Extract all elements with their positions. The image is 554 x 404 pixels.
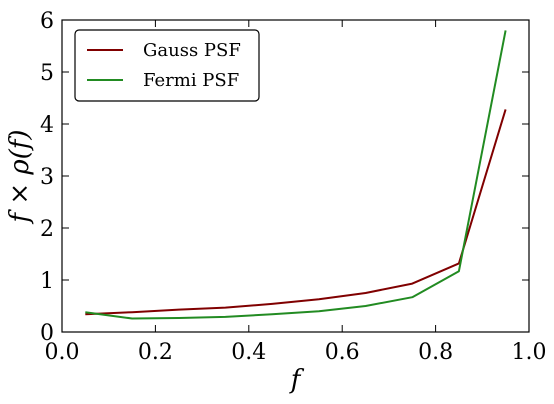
- series-layer: [85, 30, 507, 320]
- x-tick-label: 0.2: [138, 340, 173, 365]
- series-line-1: [85, 30, 507, 320]
- y-tick-label: 4: [40, 113, 54, 138]
- series-line-0: [85, 109, 507, 316]
- legend-label-fermi: Fermi PSF: [143, 70, 239, 91]
- y-tick-label: 2: [40, 217, 54, 242]
- y-tick-label: 0: [40, 321, 54, 346]
- x-tick-label: 1.0: [512, 340, 547, 365]
- y-axis-label: f × ρ(f): [5, 129, 35, 224]
- y-tick-label: 1: [40, 269, 54, 294]
- x-tick-label: 0.6: [325, 340, 360, 365]
- x-tick-label: 0.8: [418, 340, 453, 365]
- legend: Gauss PSF Fermi PSF: [74, 29, 260, 102]
- y-tick-label: 6: [40, 9, 54, 34]
- legend-label-gauss: Gauss PSF: [143, 40, 241, 61]
- x-tick-label: 0.4: [231, 340, 266, 365]
- y-tick-label: 5: [40, 61, 54, 86]
- x-axis-label: f: [289, 365, 305, 395]
- ticks-layer: 0.0 0.2 0.4 0.6 0.8 1.0 0 1 2 3 4 5 6: [40, 9, 547, 365]
- y-tick-label: 3: [40, 165, 54, 190]
- x-tick-label: 0.0: [45, 340, 80, 365]
- legend-box: [74, 29, 260, 102]
